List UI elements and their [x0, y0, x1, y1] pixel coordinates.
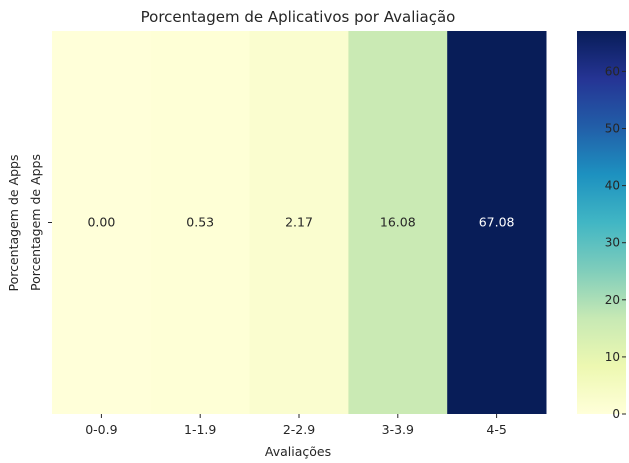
colorbar-tick-label: 50 [605, 122, 620, 136]
colorbar [577, 31, 626, 414]
y-tick-label: Porcentagem de Apps [28, 154, 43, 291]
y-axis-ticks: Porcentagem de Apps [28, 154, 52, 291]
colorbar-tick-label: 10 [605, 350, 620, 364]
x-axis-label: Avaliações [265, 444, 331, 459]
cell-value-label: 0.53 [186, 215, 214, 230]
cell-value-label: 0.00 [87, 215, 115, 230]
heatmap-cell [249, 31, 349, 414]
x-tick-label: 2-2.9 [283, 422, 315, 437]
x-tick-label: 0-0.9 [85, 422, 117, 437]
colorbar-ticks: 0 10 20 30 40 50 60 [605, 64, 626, 421]
chart-title: Porcentagem de Aplicativos por Avaliação [141, 8, 456, 26]
cell-value-label: 16.08 [380, 215, 416, 230]
colorbar-tick-label: 40 [605, 179, 620, 193]
x-tick-label: 3-3.9 [382, 422, 414, 437]
colorbar-tick-label: 0 [612, 407, 620, 421]
x-tick-label: 1-1.9 [184, 422, 216, 437]
y-axis-label: Porcentagem de Apps [6, 155, 21, 292]
heatmap-cell-labels: 0.00 0.53 2.17 16.08 67.08 [87, 215, 514, 230]
x-axis-ticks: 0-0.9 1-1.9 2-2.9 3-3.9 4-5 [85, 414, 507, 437]
colorbar-tick-label: 30 [605, 236, 620, 250]
heatmap-cell [150, 31, 251, 414]
heatmap-cell [348, 31, 448, 414]
heatmap-cells [52, 31, 547, 414]
x-tick-label: 4-5 [486, 422, 506, 437]
heatmap-cell [447, 31, 547, 414]
cell-value-label: 2.17 [285, 215, 313, 230]
cell-value-label: 67.08 [479, 215, 515, 230]
colorbar-tick-label: 60 [605, 64, 620, 78]
colorbar-tick-label: 20 [605, 293, 620, 307]
heatmap-cell [52, 31, 152, 414]
